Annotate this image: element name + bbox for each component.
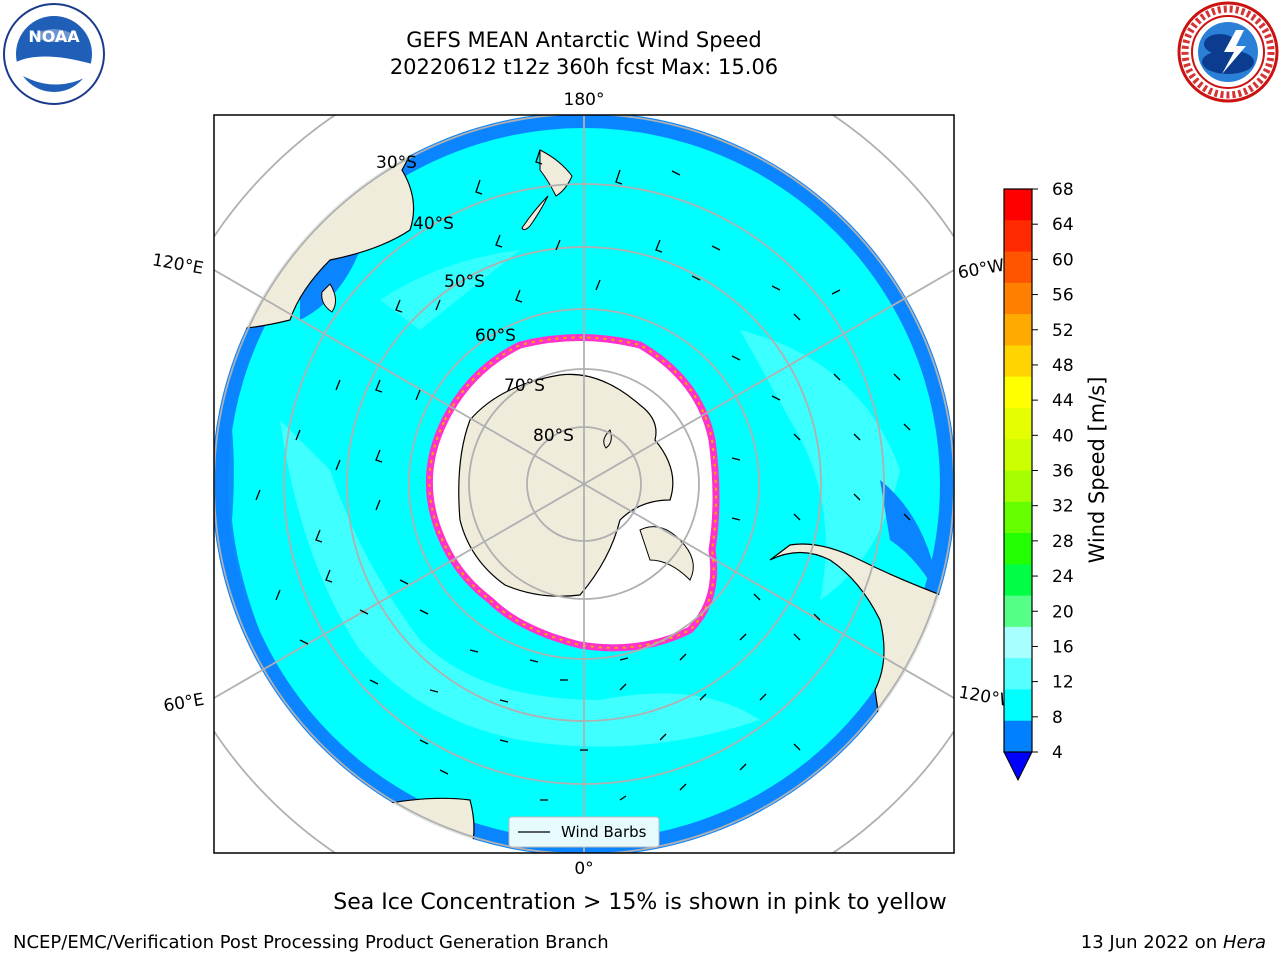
latitude-labels: 30°S 40°S 50°S 60°S 70°S 80°S — [376, 153, 574, 446]
wind-barbs — [255, 149, 911, 801]
nws-logo — [1177, 1, 1279, 103]
map-title: GEFS MEAN Antarctic Wind Speed — [406, 28, 762, 52]
lon-label-60e: 60°E — [162, 690, 206, 717]
colorbar-cell — [1004, 376, 1032, 409]
colorbar-tick-label: 68 — [1052, 180, 1074, 200]
colorbar-tick-label: 40 — [1052, 426, 1074, 446]
legend-label: Wind Barbs — [561, 823, 647, 841]
credit-line: NCEP/EMC/Verification Post Processing Pr… — [13, 932, 609, 953]
colorbar-cell — [1004, 220, 1032, 253]
colorbar-tick-label: 64 — [1052, 215, 1074, 235]
lon-label-120w: 60°W — [956, 256, 1006, 284]
date-stamp-host: Hera — [1222, 932, 1266, 953]
map-subtitle: 20220612 t12z 360h fcst Max: 15.06 — [389, 55, 779, 79]
colorbar-tick-label: 52 — [1052, 321, 1074, 341]
colorbar: 68 64 60 56 52 48 44 40 36 32 28 24 20 16 12 8 4 — [1003, 180, 1074, 782]
wind-barbs-legend: Wind Barbs — [508, 816, 660, 848]
date-stamp: 13 Jun 2022 on Hera — [1081, 932, 1266, 953]
colorbar-cell — [1004, 439, 1032, 471]
colorbar-tick-label: 12 — [1052, 673, 1074, 693]
colorbar-tick-label: 28 — [1052, 532, 1074, 552]
noaa-logo: NOAA — [3, 3, 105, 105]
lon-label-120e: 120°E — [151, 250, 205, 279]
map-area: 30°S 40°S 50°S 60°S 70°S 80°S — [214, 115, 954, 853]
colorbar-tick-label: 60 — [1052, 250, 1074, 270]
lat-label-50s: 50°S — [444, 272, 485, 292]
date-stamp-text: 13 Jun 2022 on — [1080, 932, 1223, 953]
colorbar-cell — [1004, 564, 1032, 597]
colorbar-tick-label: 36 — [1052, 462, 1074, 482]
colorbar-cell — [1004, 407, 1032, 440]
lat-label-60s: 60°S — [475, 326, 516, 346]
sea-ice-caption: Sea Ice Concentration > 15% is shown in … — [333, 890, 947, 915]
colorbar-tick-label: 44 — [1052, 391, 1074, 411]
colorbar-cell — [1004, 626, 1032, 659]
lat-label-40s: 40°S — [413, 214, 454, 234]
colorbar-cell — [1004, 533, 1032, 565]
lat-label-30s: 30°S — [376, 153, 417, 173]
colorbar-cell — [1004, 189, 1032, 221]
lat-label-80s: 80°S — [533, 426, 574, 446]
colorbar-tick-label: 8 — [1052, 708, 1063, 728]
map-frame — [213, 114, 955, 854]
colorbar-cell — [1004, 345, 1032, 378]
colorbar-cell — [1004, 720, 1032, 753]
lat-label-70s: 70°S — [504, 376, 545, 396]
colorbar-cell — [1004, 282, 1032, 315]
noaa-logo-text: NOAA — [28, 27, 80, 46]
colorbar-tick-label: 20 — [1052, 602, 1074, 622]
lon-label-0: 0° — [574, 859, 593, 879]
colorbar-tick-label: 16 — [1052, 637, 1074, 657]
colorbar-cell — [1004, 689, 1032, 722]
colorbar-tick-label: 24 — [1052, 567, 1074, 587]
colorbar-cell — [1004, 314, 1032, 346]
colorbar-tick-label: 48 — [1052, 356, 1074, 376]
colorbar-title: Wind Speed [m/s] — [1085, 376, 1109, 564]
colorbar-cell — [1004, 251, 1032, 284]
colorbar-cell — [1004, 595, 1032, 628]
colorbar-cell — [1004, 470, 1032, 503]
graticule — [214, 115, 954, 853]
colorbar-tick-label: 32 — [1052, 497, 1074, 517]
colorbar-cell — [1004, 658, 1032, 690]
colorbar-tick-label: 4 — [1052, 743, 1063, 763]
lon-label-180: 180° — [564, 90, 605, 110]
colorbar-tick-label: 56 — [1052, 286, 1074, 306]
colorbar-extend-arrow — [1003, 751, 1033, 782]
colorbar-cell — [1004, 501, 1032, 534]
